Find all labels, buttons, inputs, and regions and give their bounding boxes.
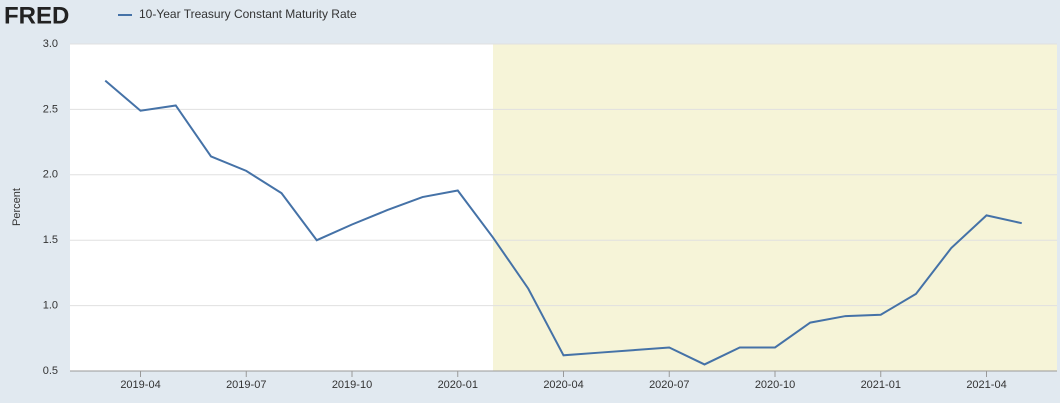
x-tick-label: 2020-04 bbox=[543, 379, 583, 391]
y-tick-label: 2.5 bbox=[43, 103, 58, 115]
x-tick-label: 2021-01 bbox=[861, 379, 901, 391]
y-tick-label: 0.5 bbox=[43, 365, 58, 377]
y-tick-label: 3.0 bbox=[43, 38, 58, 50]
recession-shade bbox=[493, 44, 1057, 371]
x-tick-label: 2019-07 bbox=[226, 379, 266, 391]
data-line bbox=[104, 79, 1022, 366]
y-axis-label: Percent bbox=[11, 188, 23, 226]
x-tick-label: 2020-10 bbox=[755, 379, 795, 391]
y-tick-label: 2.0 bbox=[43, 169, 58, 181]
logo: FRED bbox=[4, 2, 69, 29]
x-tick-label: 2020-01 bbox=[438, 379, 478, 391]
legend-label: 10-Year Treasury Constant Maturity Rate bbox=[139, 7, 357, 21]
y-tick-label: 1.5 bbox=[43, 234, 58, 246]
x-tick-label: 2019-10 bbox=[332, 379, 372, 391]
x-tick-label: 2019-04 bbox=[120, 379, 160, 391]
y-tick-label: 1.0 bbox=[43, 300, 58, 312]
x-tick-label: 2020-07 bbox=[649, 379, 689, 391]
x-tick-label: 2021-04 bbox=[966, 379, 1006, 391]
